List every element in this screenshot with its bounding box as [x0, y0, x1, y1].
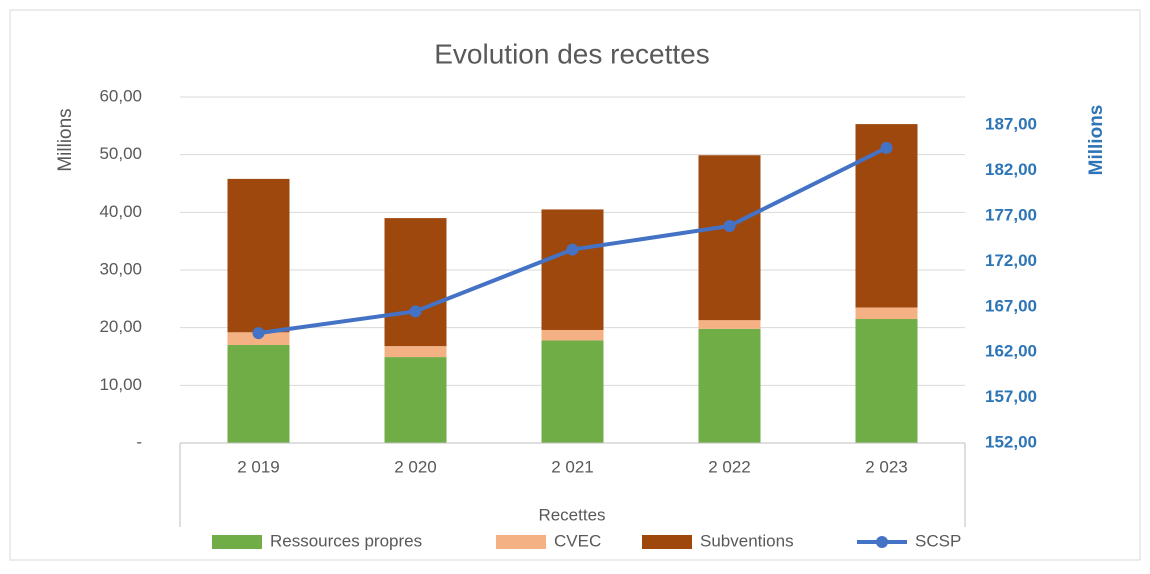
bar	[698, 328, 761, 443]
bar	[855, 307, 918, 320]
y2-tick-label: 167,00	[985, 296, 1037, 315]
bar	[698, 320, 761, 329]
x-tick-label: 2 019	[237, 457, 280, 476]
legend-swatch	[496, 535, 546, 549]
point	[566, 243, 579, 256]
x-tick-label: 2 023	[865, 457, 908, 476]
y-tick-label: 10,00	[99, 375, 142, 394]
legend-swatch	[876, 536, 888, 548]
chart-title: Evolution des recettes	[434, 38, 710, 69]
y-tick-label: 20,00	[99, 317, 142, 336]
legend-swatch	[642, 535, 692, 549]
bar	[384, 357, 447, 443]
y-tick-label: -	[136, 432, 142, 451]
bar	[541, 209, 604, 330]
legend-swatch	[212, 535, 262, 549]
bar	[227, 178, 290, 333]
y2-tick-label: 157,00	[985, 387, 1037, 406]
y-tick-label: 50,00	[99, 144, 142, 163]
y-tick-label: 30,00	[99, 259, 142, 278]
bar	[541, 340, 604, 443]
point	[252, 327, 265, 340]
x-axis-title: Recettes	[538, 505, 605, 524]
legend-label: Ressources propres	[270, 531, 422, 550]
x-tick-label: 2 021	[551, 457, 594, 476]
x-tick-label: 2 022	[708, 457, 751, 476]
y-axis-title: Millions	[55, 108, 76, 171]
y2-tick-label: 162,00	[985, 342, 1037, 361]
x-tick-label: 2 020	[394, 457, 437, 476]
bar	[698, 155, 761, 321]
bar	[541, 329, 604, 341]
bar	[855, 319, 918, 443]
legend-label: CVEC	[554, 531, 601, 550]
y2-tick-label: 182,00	[985, 160, 1037, 179]
legend-label: SCSP	[915, 531, 961, 550]
bar	[384, 218, 447, 347]
y2-tick-label: 172,00	[985, 251, 1037, 270]
y-tick-label: 60,00	[99, 86, 142, 105]
point	[723, 219, 736, 232]
y-tick-label: 40,00	[99, 202, 142, 221]
point	[880, 141, 893, 154]
bar	[384, 346, 447, 358]
y2-tick-label: 187,00	[985, 115, 1037, 134]
y2-tick-label: 152,00	[985, 432, 1037, 451]
bar	[227, 344, 290, 443]
y2-axis-title: Millions	[1086, 105, 1107, 176]
bar	[855, 124, 918, 308]
point	[409, 305, 422, 318]
legend-label: Subventions	[700, 531, 794, 550]
y2-tick-label: 177,00	[985, 205, 1037, 224]
